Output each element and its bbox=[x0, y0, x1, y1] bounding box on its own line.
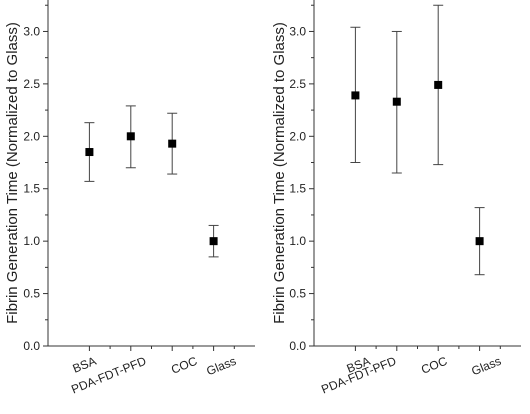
data-point bbox=[126, 132, 135, 141]
x-category-label: COC bbox=[169, 354, 199, 377]
y-axis-title: Fibrin Generation Time (Normalized to Gl… bbox=[271, 22, 288, 324]
y-tick-label: 0.5 bbox=[23, 287, 40, 301]
y-tick-label: 3.0 bbox=[23, 24, 40, 38]
y-tick-label: 1.5 bbox=[289, 182, 306, 196]
y-tick-label: 3.0 bbox=[289, 24, 306, 38]
x-category-label: BSA bbox=[71, 354, 99, 376]
y-tick-label: 2.5 bbox=[289, 77, 306, 91]
y-tick-label: 0.5 bbox=[289, 287, 306, 301]
y-tick-label: 0.0 bbox=[23, 339, 40, 353]
data-point bbox=[351, 91, 360, 100]
y-tick-label: 0.0 bbox=[289, 339, 306, 353]
y-tick-label: 1.0 bbox=[289, 234, 306, 248]
data-point bbox=[168, 139, 177, 148]
y-tick-label: 1.0 bbox=[23, 234, 40, 248]
y-tick-label: 2.5 bbox=[23, 77, 40, 91]
data-point bbox=[392, 97, 401, 106]
y-axis-title: Fibrin Generation Time (Normalized to Gl… bbox=[4, 22, 21, 324]
data-point bbox=[209, 237, 218, 246]
x-category-label: COC bbox=[419, 354, 449, 377]
y-tick-label: 2.0 bbox=[23, 129, 40, 143]
data-point bbox=[85, 148, 94, 157]
y-tick-label: 1.5 bbox=[23, 182, 40, 196]
x-category-label: Glass bbox=[204, 354, 238, 378]
data-point bbox=[434, 80, 443, 89]
data-point bbox=[475, 237, 484, 246]
y-tick-label: 2.0 bbox=[289, 129, 306, 143]
x-category-label: Glass bbox=[469, 354, 503, 378]
